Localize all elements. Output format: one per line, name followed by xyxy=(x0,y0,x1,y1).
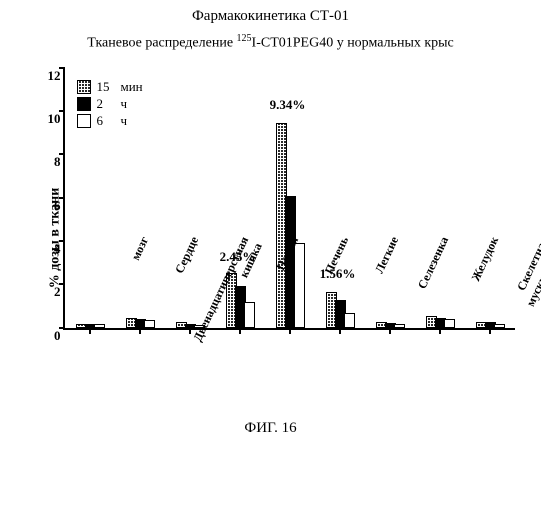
legend-item: 6ч xyxy=(77,113,143,129)
annotation: 1.56% xyxy=(320,266,356,282)
annotation: 9.34% xyxy=(270,97,306,113)
y-tick-label: 8 xyxy=(33,154,61,170)
legend-unit: ч xyxy=(121,113,128,129)
legend-unit: ч xyxy=(121,96,128,112)
legend-swatch xyxy=(77,114,91,128)
annotation: 2.45% xyxy=(220,249,256,265)
page-title: Фармакокинетика СТ-01 xyxy=(0,8,541,25)
legend-item: 2ч xyxy=(77,96,143,112)
page-subtitle: Тканевое распределение 125I-CT01PEG40 у … xyxy=(0,33,541,52)
y-tick-label: 6 xyxy=(33,198,61,214)
legend-unit: мин xyxy=(121,79,143,95)
subtitle-sup: 125 xyxy=(237,33,252,44)
subtitle-post: I-CT01PEG40 у нормальных крыс xyxy=(252,36,454,51)
y-tick-label: 2 xyxy=(33,284,61,300)
legend: 15мин2ч6ч xyxy=(71,74,151,134)
legend-value: 15 xyxy=(97,79,115,95)
y-tick-label: 10 xyxy=(33,111,61,127)
subtitle-pre: Тканевое распределение xyxy=(87,36,236,51)
legend-swatch xyxy=(77,80,91,94)
y-tick-label: 12 xyxy=(33,68,61,84)
legend-value: 6 xyxy=(97,113,115,129)
y-tick-label: 4 xyxy=(33,241,61,257)
legend-swatch xyxy=(77,97,91,111)
legend-value: 2 xyxy=(97,96,115,112)
y-tick-label: 0 xyxy=(33,328,61,344)
figure-label: ФИГ. 16 xyxy=(0,420,541,437)
chart: % дозы в ткани 024681012 мозгСердцеДвена… xyxy=(11,58,531,418)
legend-item: 15 мин xyxy=(77,79,143,95)
